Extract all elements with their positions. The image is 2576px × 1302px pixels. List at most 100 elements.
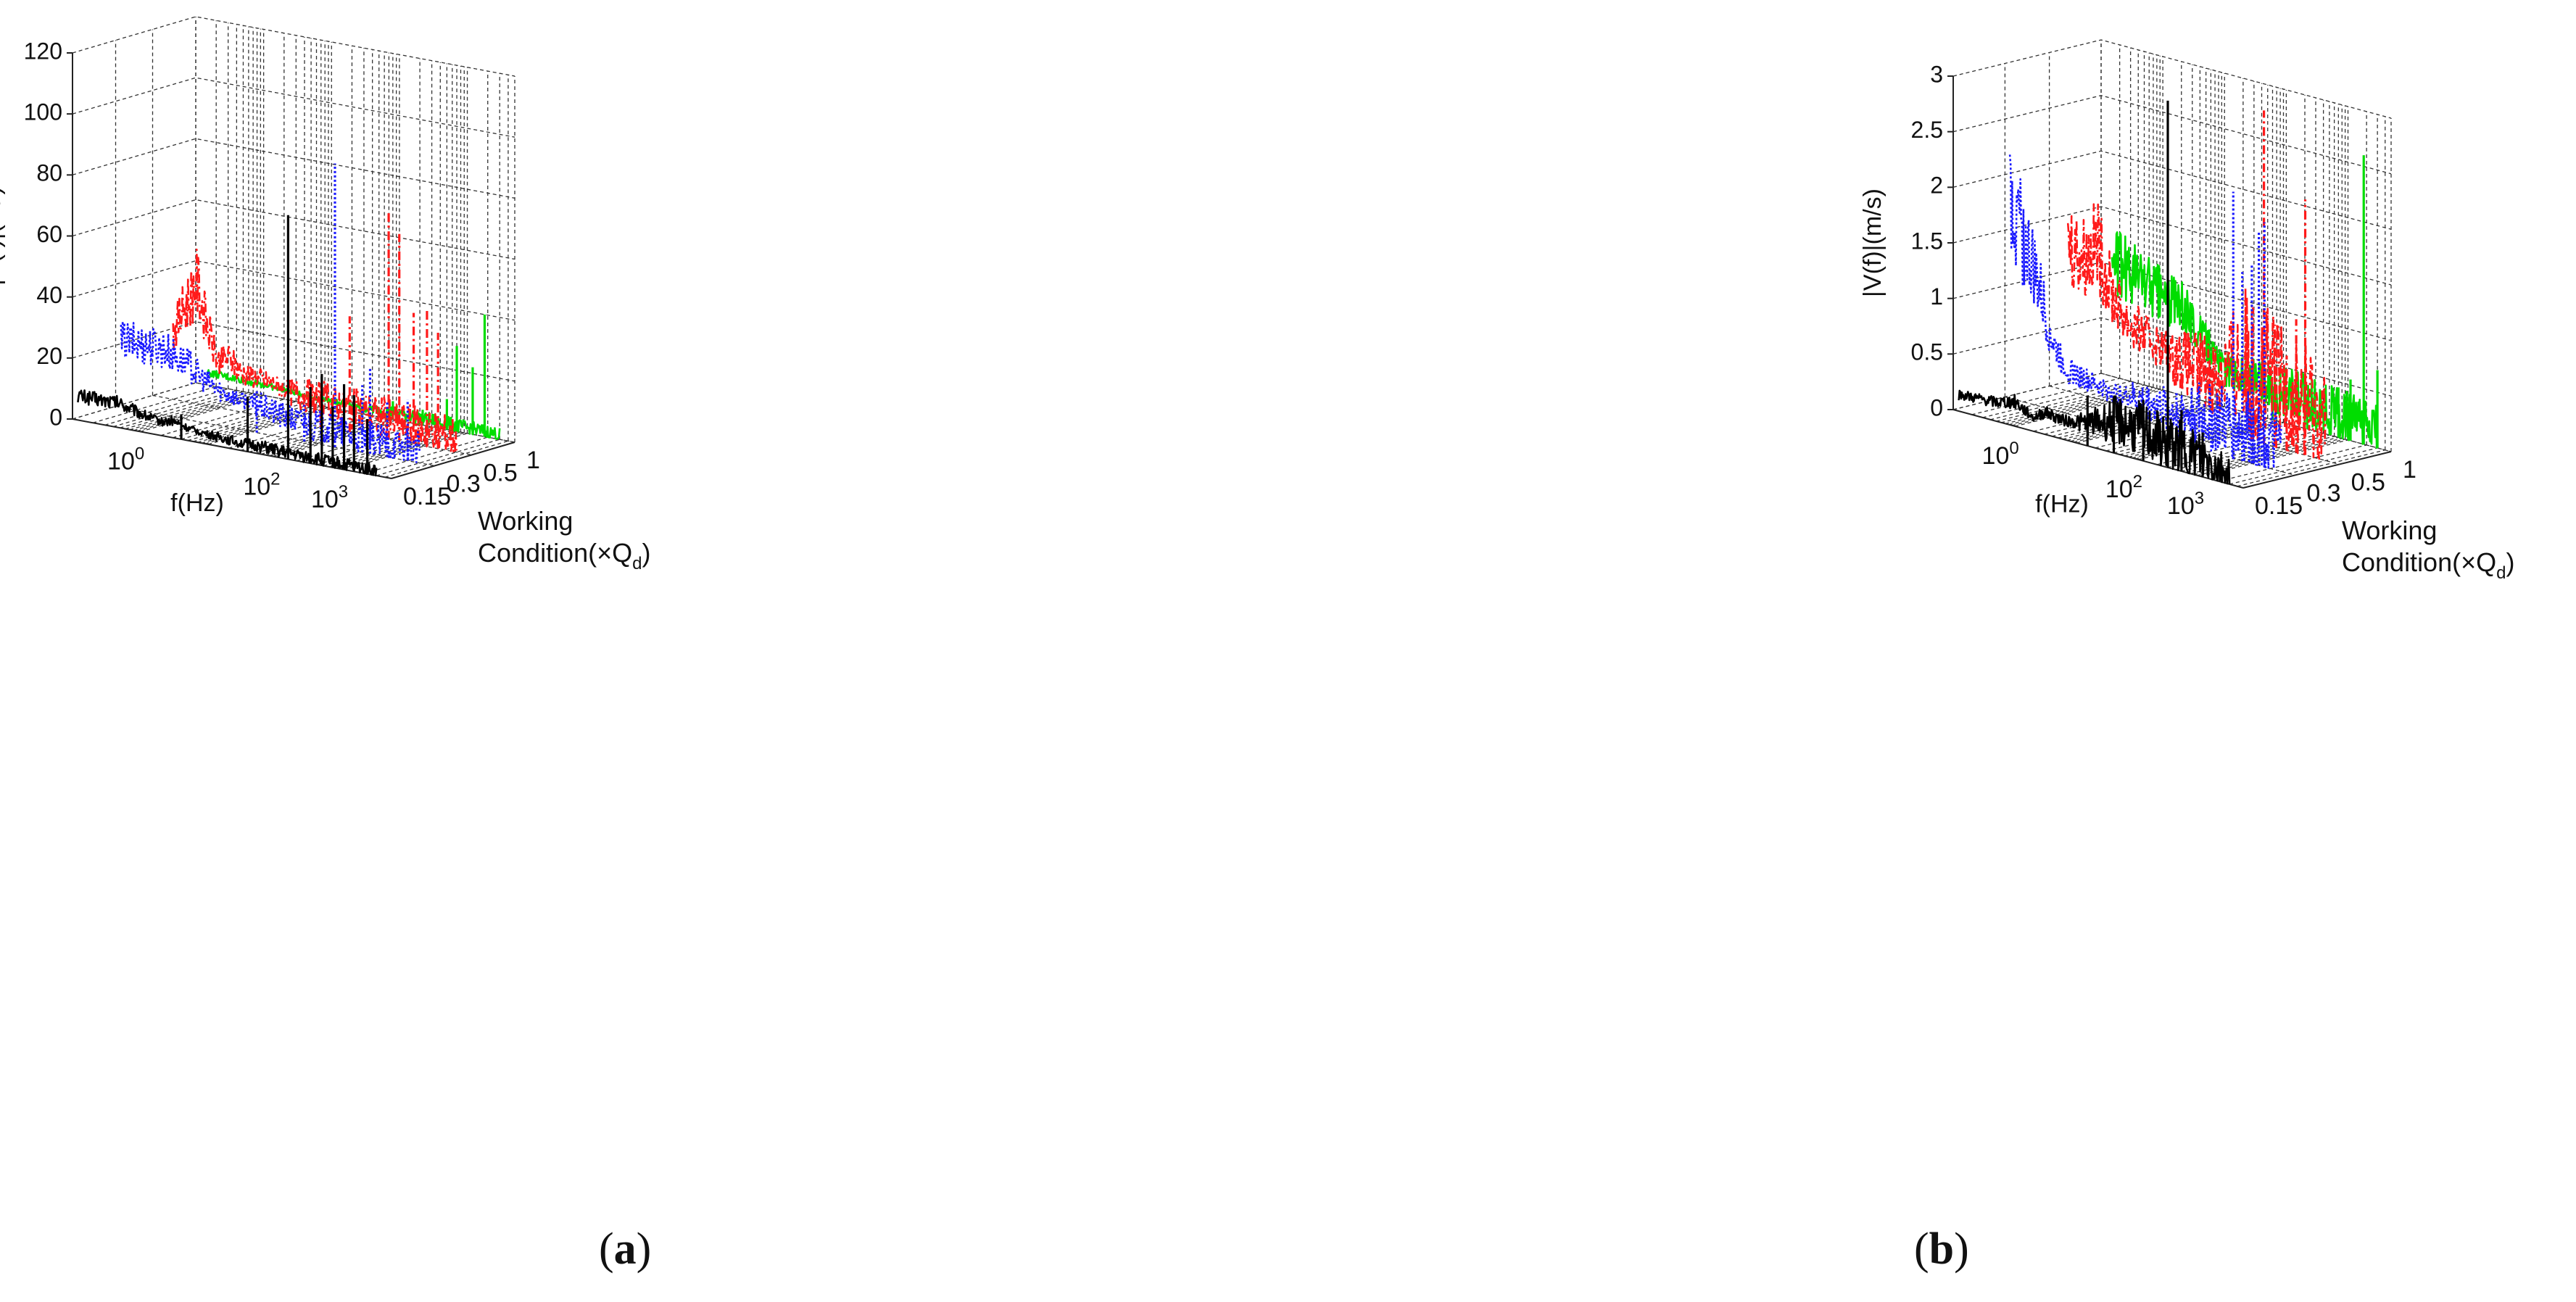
caption-b: (b) bbox=[1914, 1224, 1969, 1274]
caption-a: (a) bbox=[599, 1224, 652, 1274]
z-tick-label: 0.5 bbox=[1911, 339, 1943, 365]
x-tick-label: 103 bbox=[2167, 489, 2204, 520]
x-tick-exponent: 3 bbox=[2195, 489, 2204, 508]
x-tick-base: 10 bbox=[107, 447, 135, 475]
x-tick-base: 10 bbox=[243, 473, 270, 500]
floor-gridline bbox=[195, 382, 515, 443]
x-tick-base: 10 bbox=[2105, 476, 2133, 503]
floor-gridline bbox=[273, 419, 397, 457]
floor-gridline bbox=[120, 391, 244, 428]
z-gridline bbox=[72, 199, 515, 260]
series-0_15-spectrum bbox=[77, 389, 378, 477]
y-axis-label-line1: Working bbox=[478, 506, 573, 536]
chart-panel-a: 0 20 40 60 80 100 120 |P(f)|(Pa) 100 102 103 f(Hz) 0… bbox=[0, 0, 1288, 1232]
y-axis-line bbox=[2242, 451, 2392, 489]
z-tick-label: 0 bbox=[49, 404, 62, 430]
z-gridline bbox=[1952, 39, 2392, 119]
x-tick-exponent: 3 bbox=[339, 482, 348, 502]
y-axis-label-subscript: d bbox=[632, 554, 642, 573]
x-tick-base: 10 bbox=[1982, 442, 2010, 470]
floor-gridline bbox=[2229, 447, 2378, 485]
z-tick-label: 40 bbox=[36, 282, 62, 308]
floor-gridline bbox=[202, 406, 326, 444]
y-axis-label-close: ) bbox=[642, 538, 650, 568]
series-0_3-spectrum bbox=[2008, 154, 2282, 470]
floor-gridline bbox=[2186, 436, 2335, 473]
z-gridline bbox=[1952, 206, 2392, 286]
y-axis-label-subscript: d bbox=[2496, 563, 2506, 583]
y-tick-label: 0.3 bbox=[447, 470, 481, 498]
series-0_5-spectrum bbox=[172, 248, 457, 453]
z-gridline bbox=[1952, 95, 2392, 175]
floor-gridline bbox=[337, 431, 461, 469]
floor-gridline bbox=[1952, 373, 2102, 410]
x-tick-exponent: 2 bbox=[270, 469, 280, 489]
z-tick-label: 120 bbox=[24, 38, 62, 64]
floor-gridline bbox=[113, 389, 237, 428]
grid-lines bbox=[72, 16, 515, 479]
floor-gridline bbox=[2218, 444, 2367, 482]
y-axis-label-line2: Condition(×Qd) bbox=[478, 538, 650, 573]
floor-gridline bbox=[137, 394, 261, 432]
floor-gridline bbox=[2194, 438, 2343, 476]
floor-gridline bbox=[2197, 439, 2345, 476]
x-tick-base: 10 bbox=[2167, 492, 2195, 520]
z-tick-label: 60 bbox=[36, 221, 62, 247]
x-tick-exponent: 2 bbox=[2133, 472, 2142, 492]
floor-gridline bbox=[384, 440, 509, 478]
z-gridline bbox=[72, 321, 515, 382]
y-axis-label-main: Condition(×Q bbox=[478, 538, 632, 568]
y-tick-label: 1 bbox=[526, 447, 540, 474]
y-tick-label: 0.15 bbox=[403, 483, 451, 510]
y-tick-label: 0.3 bbox=[2306, 480, 2340, 507]
z-gridline bbox=[72, 138, 515, 199]
z-tick-label: 3 bbox=[1930, 61, 1943, 87]
floor-gridline bbox=[2113, 416, 2262, 454]
y-axis-label-main: Condition(×Q bbox=[2342, 547, 2496, 577]
series-0_5-spectrum bbox=[2066, 203, 2327, 460]
z-tick-label: 80 bbox=[36, 160, 62, 186]
floor-gridline bbox=[2063, 402, 2211, 440]
z-tick-label: 1 bbox=[1930, 283, 1943, 310]
floor-gridline bbox=[2237, 449, 2385, 487]
floor-gridline bbox=[2005, 386, 2154, 425]
z-gridline bbox=[72, 16, 515, 77]
z-tick-label: 100 bbox=[24, 99, 62, 125]
series-0_15-spectrum bbox=[1958, 389, 2231, 485]
z-gridline bbox=[72, 77, 515, 138]
z-tick-label: 2 bbox=[1930, 173, 1943, 199]
floor-gridline bbox=[2008, 388, 2158, 426]
z-axis-label: |P(f)|(Pa) bbox=[0, 186, 6, 286]
floor-gridline bbox=[2012, 389, 2161, 426]
y-tick-label: 0.5 bbox=[484, 460, 518, 487]
y-axis-label-line2: Condition(×Qd) bbox=[2342, 547, 2514, 583]
x-tick-label: 102 bbox=[243, 469, 280, 500]
x-tick-exponent: 0 bbox=[2009, 439, 2018, 458]
y-tick-label: 0.15 bbox=[2255, 492, 2303, 520]
floor-gridline bbox=[364, 436, 488, 474]
floor-gridline bbox=[344, 433, 468, 470]
x-tick-label: 103 bbox=[311, 482, 348, 513]
floor-gridline bbox=[376, 439, 500, 476]
y-axis-line bbox=[391, 441, 515, 479]
y-tick-label: 1 bbox=[2403, 456, 2416, 484]
floor-gridline bbox=[341, 432, 465, 470]
z-tick-label: 0 bbox=[1930, 394, 1943, 420]
x-tick-label: 100 bbox=[1982, 439, 2019, 470]
x-tick-label: 100 bbox=[107, 444, 144, 475]
y-axis-label-close: ) bbox=[2506, 547, 2514, 577]
x-tick-exponent: 0 bbox=[135, 444, 144, 463]
x-tick-base: 10 bbox=[311, 486, 339, 513]
y-axis-label-line1: Working bbox=[2342, 515, 2437, 545]
z-axis-label: |V(f)|(m/s) bbox=[1859, 188, 1887, 297]
z-tick-label: 20 bbox=[36, 343, 62, 369]
chart-panel-b: 0 0.5 1 1.5 2 2.5 3 |V(f)|(m/s) 100 102 103 f(Hz) 0.… bbox=[1288, 0, 2576, 1232]
y-tick-label: 0.5 bbox=[2351, 469, 2385, 497]
x-axis-line bbox=[72, 418, 392, 479]
floor-gridline bbox=[93, 386, 217, 423]
x-axis-label: f(Hz) bbox=[2035, 490, 2089, 518]
x-axis-label: f(Hz) bbox=[170, 489, 224, 517]
